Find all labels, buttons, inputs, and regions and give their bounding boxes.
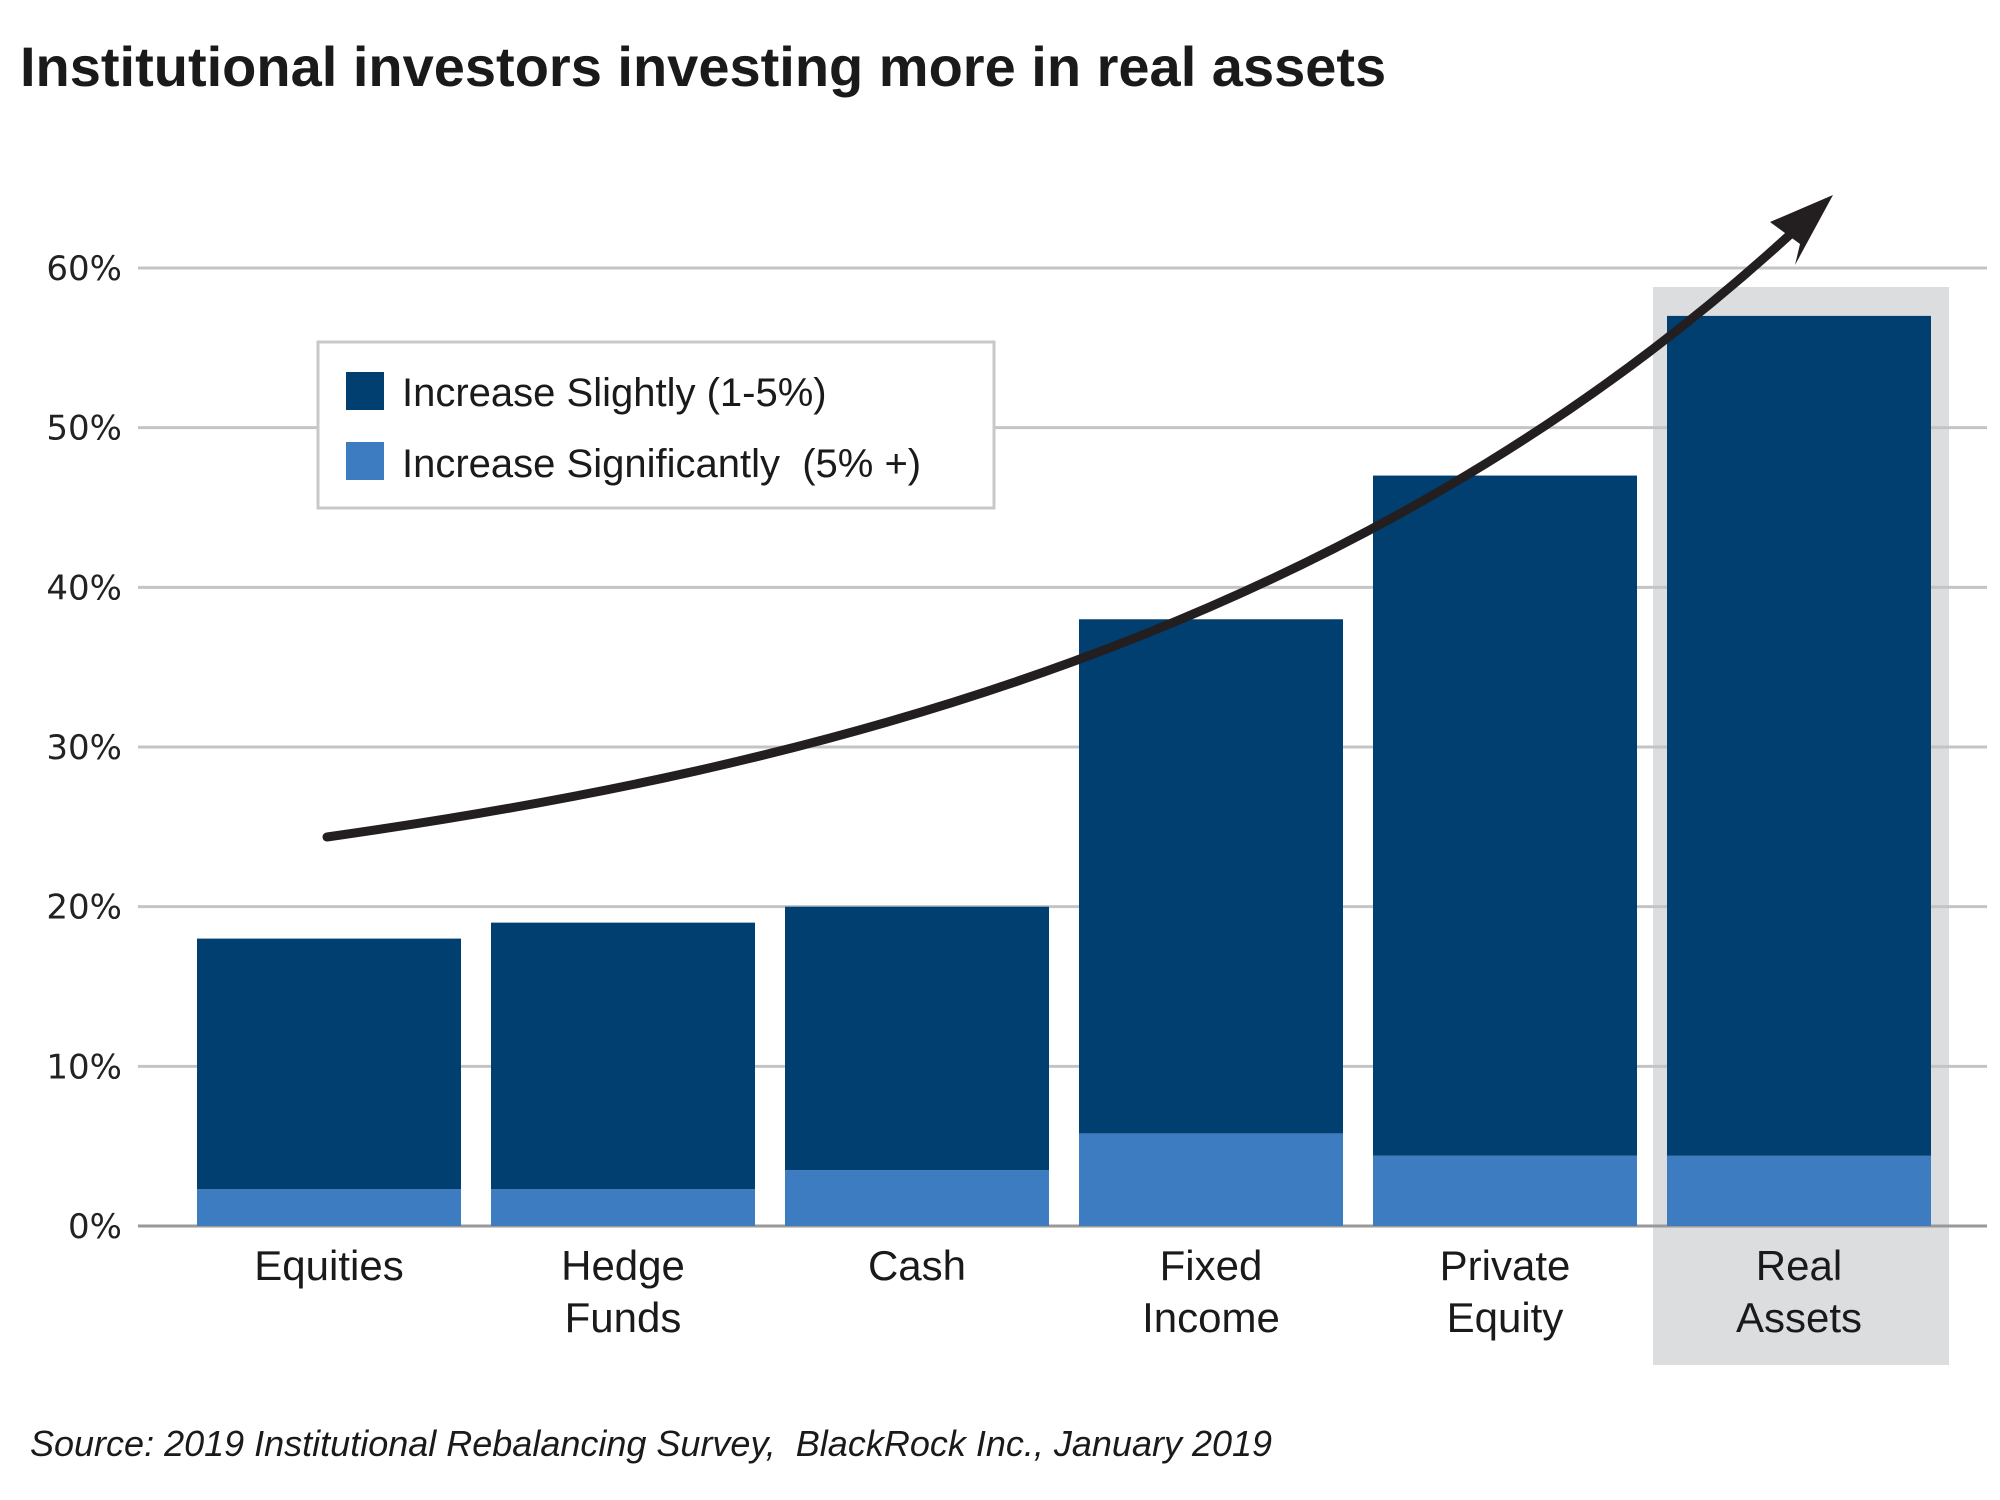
y-tick-label: 30% <box>46 728 122 768</box>
x-category-label: Assets <box>1736 1294 1862 1341</box>
trend-arrowhead <box>1770 195 1833 265</box>
x-category-label: Funds <box>565 1294 682 1341</box>
x-category-label: Hedge <box>561 1242 685 1289</box>
x-category-label: Equities <box>254 1242 403 1289</box>
x-category-label: Fixed <box>1160 1242 1263 1289</box>
legend-label-slightly: Increase Slightly (1-5%) <box>402 371 827 415</box>
bar-slightly <box>1079 619 1343 1134</box>
bar-significantly <box>785 1170 1049 1226</box>
legend: Increase Slightly (1-5%) Increase Signif… <box>316 340 996 510</box>
bar-slightly <box>1373 475 1637 1156</box>
bar-significantly <box>197 1189 461 1226</box>
y-tick-label: 20% <box>46 888 122 928</box>
legend-swatch-significantly <box>346 442 384 480</box>
legend-swatch-slightly <box>346 372 384 410</box>
bar-significantly <box>1373 1155 1637 1226</box>
bar-significantly <box>1079 1133 1343 1226</box>
bar-slightly <box>785 906 1049 1171</box>
y-tick-label: 10% <box>46 1047 122 1087</box>
x-category-label: Cash <box>868 1242 966 1289</box>
bar-slightly <box>197 938 461 1190</box>
bar-significantly <box>491 1189 755 1226</box>
x-category-label: Private <box>1440 1242 1571 1289</box>
bar-slightly <box>491 922 755 1190</box>
legend-label-significantly: Increase Significantly (5% +) <box>402 442 921 486</box>
bar-slightly <box>1667 315 1931 1156</box>
chart-title: Institutional investors investing more i… <box>20 35 1386 98</box>
x-category-label: Income <box>1142 1294 1280 1341</box>
x-category-label: Equity <box>1447 1294 1564 1341</box>
y-tick-label: 60% <box>46 249 122 289</box>
x-category-label: Real <box>1756 1242 1842 1289</box>
y-tick-label: 50% <box>46 409 122 449</box>
source-note: Source: 2019 Institutional Rebalancing S… <box>30 1423 1272 1464</box>
y-tick-label: 40% <box>46 568 122 608</box>
y-tick-label: 0% <box>68 1207 122 1247</box>
bar-significantly <box>1667 1155 1931 1226</box>
trend-arrow <box>322 225 1800 842</box>
